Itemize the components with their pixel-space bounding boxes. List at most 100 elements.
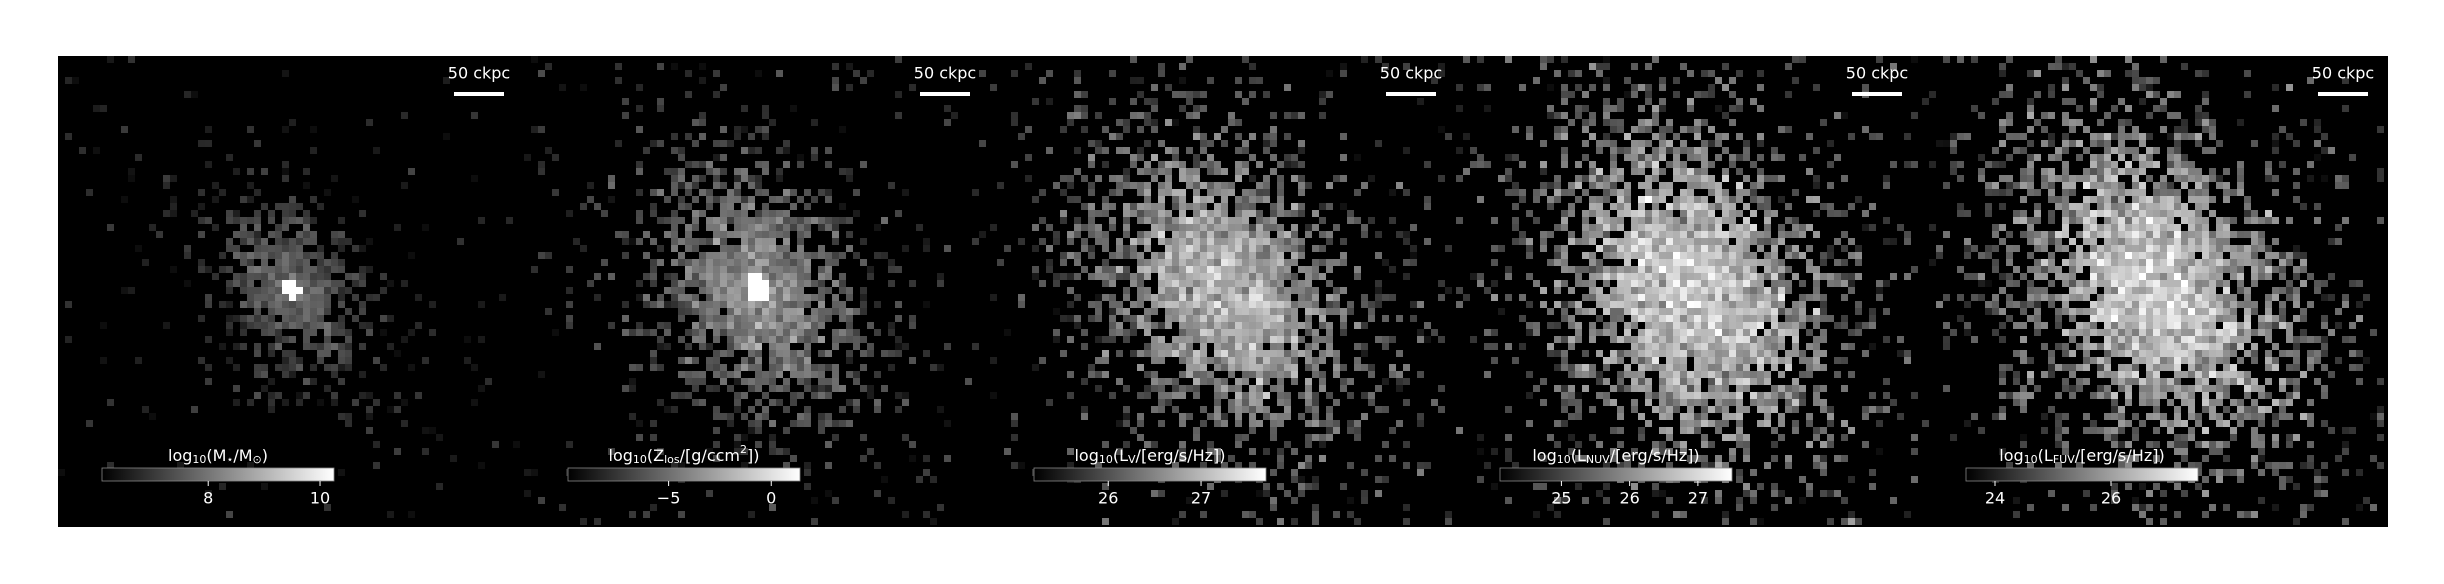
pixel xyxy=(1456,84,1463,91)
pixel xyxy=(1263,329,1270,336)
pixel xyxy=(1771,343,1778,350)
pixel xyxy=(860,434,867,441)
pixel xyxy=(1701,399,1708,406)
pixel xyxy=(261,203,268,210)
pixel xyxy=(1652,217,1659,224)
pixel xyxy=(1526,301,1533,308)
pixel xyxy=(1200,259,1207,266)
pixel xyxy=(839,280,846,287)
pixel xyxy=(1207,252,1214,259)
pixel xyxy=(1130,350,1137,357)
pixel xyxy=(282,266,289,273)
pixel xyxy=(1540,231,1547,238)
pixel xyxy=(1610,308,1617,315)
pixel xyxy=(1284,371,1291,378)
pixel xyxy=(254,343,261,350)
pixel xyxy=(1722,245,1729,252)
pixel xyxy=(1680,343,1687,350)
pixel xyxy=(1554,385,1561,392)
pixel xyxy=(1568,392,1575,399)
pixel xyxy=(1263,224,1270,231)
pixel xyxy=(1249,329,1256,336)
pixel xyxy=(846,308,853,315)
pixel xyxy=(163,210,170,217)
pixel xyxy=(1165,210,1172,217)
pixel xyxy=(1757,245,1764,252)
pixel xyxy=(2062,161,2069,168)
pixel xyxy=(783,140,790,147)
pixel xyxy=(720,294,727,301)
pixel xyxy=(359,371,366,378)
pixel xyxy=(811,385,818,392)
pixel xyxy=(401,182,408,189)
pixel xyxy=(1319,371,1326,378)
pixel xyxy=(1813,294,1820,301)
pixel xyxy=(1326,280,1333,287)
pixel xyxy=(1291,518,1298,525)
pixel xyxy=(1368,371,1375,378)
pixel xyxy=(1207,413,1214,420)
colorbar xyxy=(101,467,335,482)
pixel xyxy=(657,189,664,196)
pixel xyxy=(1708,140,1715,147)
pixel xyxy=(1617,378,1624,385)
pixel xyxy=(1820,119,1827,126)
pixel xyxy=(1659,105,1666,112)
pixel xyxy=(860,336,867,343)
pixel xyxy=(776,70,783,77)
pixel xyxy=(1673,168,1680,175)
pixel xyxy=(1589,336,1596,343)
pixel xyxy=(1827,210,1834,217)
pixel xyxy=(303,392,310,399)
pixel xyxy=(1270,168,1277,175)
pixel xyxy=(1186,56,1193,63)
pixel xyxy=(1179,273,1186,280)
pixel xyxy=(2069,119,2076,126)
pixel xyxy=(636,329,643,336)
pixel xyxy=(832,301,839,308)
pixel xyxy=(720,350,727,357)
pixel xyxy=(1603,308,1610,315)
pixel xyxy=(1361,231,1368,238)
pixel xyxy=(587,196,594,203)
pixel xyxy=(1179,252,1186,259)
pixel xyxy=(1505,343,1512,350)
pixel xyxy=(1813,455,1820,462)
pixel xyxy=(1123,336,1130,343)
pixel xyxy=(1200,273,1207,280)
pixel xyxy=(1186,294,1193,301)
pixel xyxy=(1876,294,1883,301)
pixel xyxy=(1456,287,1463,294)
pixel xyxy=(1841,273,1848,280)
pixel xyxy=(818,392,825,399)
pixel xyxy=(1680,350,1687,357)
pixel xyxy=(2076,252,2083,259)
pixel xyxy=(1743,301,1750,308)
pixel xyxy=(741,231,748,238)
pixel xyxy=(1568,399,1575,406)
pixel xyxy=(2055,427,2062,434)
pixel xyxy=(748,301,755,308)
pixel xyxy=(1680,245,1687,252)
pixel xyxy=(1172,238,1179,245)
pixel xyxy=(2062,224,2069,231)
pixel xyxy=(825,392,832,399)
pixel xyxy=(1561,84,1568,91)
pixel xyxy=(1242,399,1249,406)
pixel xyxy=(366,329,373,336)
pixel xyxy=(247,196,254,203)
pixel xyxy=(1228,112,1235,119)
pixel xyxy=(1568,238,1575,245)
pixel xyxy=(1645,343,1652,350)
pixel xyxy=(755,210,762,217)
pixel xyxy=(1624,462,1631,469)
pixel xyxy=(734,182,741,189)
pixel xyxy=(1736,378,1743,385)
pixel xyxy=(671,462,678,469)
pixel xyxy=(1277,420,1284,427)
pixel xyxy=(1277,224,1284,231)
pixel xyxy=(685,371,692,378)
pixel xyxy=(1519,161,1526,168)
pixel xyxy=(254,308,261,315)
pixel xyxy=(2062,343,2069,350)
